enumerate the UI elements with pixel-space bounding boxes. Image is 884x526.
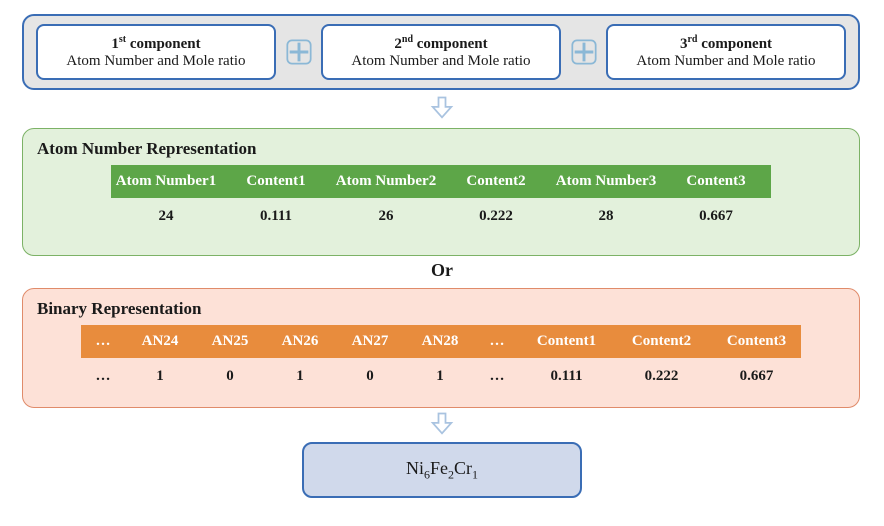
cell: 0 — [335, 358, 405, 393]
cell: 28 — [551, 198, 661, 233]
arrow-down-icon — [428, 94, 456, 122]
atom-number-title: Atom Number Representation — [37, 139, 845, 159]
plus-icon — [570, 38, 598, 66]
component-1-box: 1st component Atom Number and Mole ratio — [36, 24, 276, 80]
col-header: Content2 — [614, 325, 709, 358]
table-header: … AN24 AN25 AN26 AN27 AN28 … Content1 Co… — [81, 325, 801, 358]
col-header: Content3 — [709, 325, 804, 358]
or-label: Or — [431, 260, 453, 281]
col-header: Content1 — [519, 325, 614, 358]
cell: 26 — [331, 198, 441, 233]
cell: 0.111 — [519, 358, 614, 393]
col-header: Atom Number3 — [551, 165, 661, 198]
cell: 1 — [125, 358, 195, 393]
binary-table: … AN24 AN25 AN26 AN27 AN28 … Content1 Co… — [81, 325, 801, 393]
cell: … — [81, 358, 125, 393]
col-header: AN26 — [265, 325, 335, 358]
arrow-down-icon — [428, 410, 456, 438]
col-header: Content1 — [221, 165, 331, 198]
components-container: 1st component Atom Number and Mole ratio… — [22, 14, 860, 90]
col-header: AN24 — [125, 325, 195, 358]
plus-icon — [285, 38, 313, 66]
component-2-title: 2nd component — [394, 34, 487, 53]
cell: 0.667 — [709, 358, 804, 393]
atom-number-table: Atom Number1 Content1 Atom Number2 Conte… — [111, 165, 771, 233]
component-2-sub: Atom Number and Mole ratio — [351, 53, 530, 70]
cell: 0.222 — [441, 198, 551, 233]
component-1-title: 1st component — [111, 34, 200, 53]
col-header: Content3 — [661, 165, 771, 198]
component-1-sub: Atom Number and Mole ratio — [66, 53, 245, 70]
cell: 0 — [195, 358, 265, 393]
component-3-sub: Atom Number and Mole ratio — [636, 53, 815, 70]
col-header: AN27 — [335, 325, 405, 358]
table-header: Atom Number1 Content1 Atom Number2 Conte… — [111, 165, 771, 198]
cell: 1 — [405, 358, 475, 393]
cell: 0.222 — [614, 358, 709, 393]
table-row: … 1 0 1 0 1 … 0.111 0.222 0.667 — [81, 358, 801, 393]
cell: 0.111 — [221, 198, 331, 233]
col-header: Atom Number2 — [331, 165, 441, 198]
cell: … — [475, 358, 519, 393]
cell: 24 — [111, 198, 221, 233]
table-row: 24 0.111 26 0.222 28 0.667 — [111, 198, 771, 233]
binary-title: Binary Representation — [37, 299, 845, 319]
col-header: AN28 — [405, 325, 475, 358]
cell: 1 — [265, 358, 335, 393]
atom-number-section: Atom Number Representation Atom Number1 … — [22, 128, 860, 256]
component-2-box: 2nd component Atom Number and Mole ratio — [321, 24, 561, 80]
binary-section: Binary Representation … AN24 AN25 AN26 A… — [22, 288, 860, 408]
col-header: Content2 — [441, 165, 551, 198]
col-header: … — [81, 325, 125, 358]
component-3-title: 3rd component — [680, 34, 772, 53]
col-header: AN25 — [195, 325, 265, 358]
result-formula-box: Ni6Fe2Cr1 — [302, 442, 582, 498]
cell: 0.667 — [661, 198, 771, 233]
formula: Ni6Fe2Cr1 — [406, 458, 478, 483]
col-header: Atom Number1 — [111, 165, 221, 198]
col-header: … — [475, 325, 519, 358]
component-3-box: 3rd component Atom Number and Mole ratio — [606, 24, 846, 80]
